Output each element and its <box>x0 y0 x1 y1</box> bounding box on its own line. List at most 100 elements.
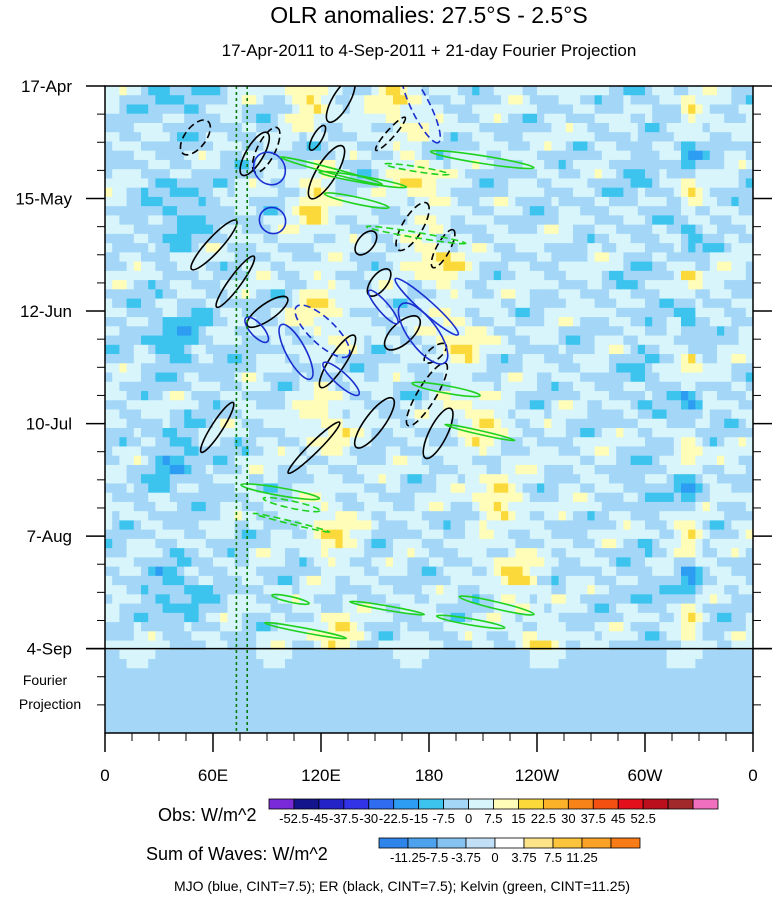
field-cell <box>501 548 509 558</box>
field-cell <box>565 538 574 549</box>
field-cell <box>313 594 322 605</box>
field-cell <box>702 474 711 485</box>
field-cell <box>465 557 473 568</box>
field-cell <box>472 307 480 318</box>
field-cell <box>472 196 480 207</box>
field-cell <box>623 159 632 170</box>
field-cell <box>688 150 696 161</box>
field-cell <box>652 307 660 318</box>
field-cell <box>256 233 264 244</box>
field-cell <box>450 501 459 512</box>
field-cell <box>637 511 646 522</box>
field-cell <box>177 224 185 235</box>
field-cell <box>681 122 689 133</box>
field-cell <box>738 575 747 586</box>
field-cell <box>522 233 531 244</box>
field-cell <box>126 122 135 133</box>
field-cell <box>148 529 156 540</box>
field-cell <box>141 455 149 466</box>
field-cell <box>659 474 668 485</box>
field-cell <box>443 104 452 115</box>
field-cell <box>155 132 164 143</box>
field-cell <box>169 159 178 170</box>
field-cell <box>393 511 401 522</box>
field-cell <box>126 566 135 577</box>
field-cell <box>529 492 538 503</box>
field-cell <box>522 224 531 235</box>
field-cell <box>666 307 675 318</box>
field-cell <box>601 566 610 577</box>
field-cell <box>652 326 660 337</box>
field-cell <box>112 455 120 466</box>
field-cell <box>292 400 300 411</box>
field-cell <box>724 104 732 115</box>
field-cell <box>601 270 610 281</box>
field-cell <box>681 150 689 161</box>
field-cell <box>241 418 250 429</box>
field-cell <box>335 529 344 540</box>
field-cell <box>407 169 416 180</box>
field-cell <box>529 196 538 207</box>
field-cell <box>616 224 624 235</box>
field-cell <box>673 464 682 475</box>
field-cell <box>601 261 610 272</box>
field-cell <box>436 474 444 485</box>
field-cell <box>349 95 358 106</box>
field-cell <box>342 122 351 133</box>
field-cell <box>256 381 264 392</box>
field-cell <box>429 492 437 503</box>
field-cell <box>220 224 228 235</box>
field-cell <box>688 520 696 531</box>
field-cell <box>652 575 660 586</box>
field-cell <box>393 409 401 420</box>
field-cell <box>112 317 120 327</box>
field-cell <box>515 307 524 318</box>
field-cell <box>400 418 408 429</box>
field-cell <box>364 196 372 207</box>
field-cell <box>709 391 718 401</box>
field-cell <box>522 289 531 300</box>
field-cell <box>198 132 207 143</box>
field-cell <box>436 243 444 253</box>
field-cell <box>544 575 552 586</box>
field-cell <box>724 400 732 411</box>
field-cell <box>213 270 221 281</box>
field-cell <box>277 372 286 383</box>
field-cell <box>580 446 588 457</box>
field-cell <box>565 141 574 152</box>
field-cell <box>105 446 113 457</box>
field-cell <box>551 86 560 96</box>
field-cell <box>385 548 394 558</box>
field-cell <box>256 95 264 106</box>
field-cell <box>630 427 639 438</box>
field-cell <box>724 501 732 512</box>
field-cell <box>126 501 135 512</box>
field-cell <box>731 566 740 577</box>
field-cell <box>429 446 437 457</box>
field-cell <box>443 418 452 429</box>
field-cell <box>141 317 149 327</box>
field-cell <box>148 427 156 438</box>
field-cell <box>587 243 596 253</box>
field-cell <box>328 381 336 392</box>
field-cell <box>141 169 149 180</box>
field-cell <box>299 233 308 244</box>
field-cell <box>429 483 437 494</box>
field-cell <box>493 575 502 586</box>
field-cell <box>738 585 747 595</box>
field-cell <box>177 575 185 586</box>
field-cell <box>709 566 718 577</box>
field-cell <box>695 474 704 485</box>
field-cell <box>364 354 372 364</box>
field-cell <box>537 557 545 568</box>
field-cell <box>335 298 344 309</box>
field-cell <box>364 86 372 96</box>
field-cell <box>529 511 538 522</box>
field-cell <box>738 381 747 392</box>
field-cell <box>450 178 459 189</box>
field-cell <box>205 122 214 133</box>
field-cell <box>421 381 430 392</box>
field-cell <box>256 437 264 448</box>
field-cell <box>364 270 372 281</box>
field-cell <box>616 511 624 522</box>
